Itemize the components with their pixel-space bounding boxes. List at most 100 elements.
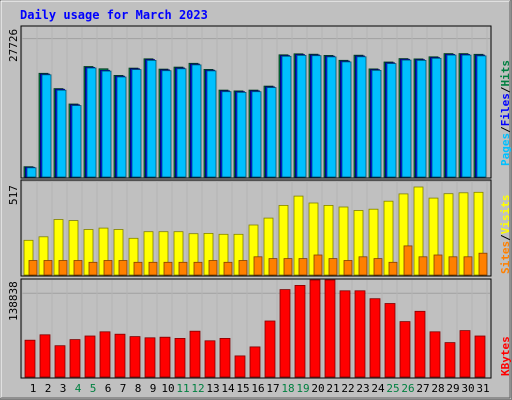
bar-pages-day-15	[236, 92, 247, 178]
bar-kbytes-day-15	[234, 355, 246, 378]
bar-kbytes-day-28	[429, 331, 441, 378]
bar-sites-day-15	[238, 260, 248, 276]
x-tick-label-day-25: 25	[386, 382, 399, 395]
x-tick-label-day-6: 6	[105, 382, 112, 395]
legend-pages: Pages	[499, 133, 512, 166]
bar-sites-day-31	[478, 252, 488, 276]
bar-sites-day-19	[298, 258, 308, 276]
bar-sites-day-28	[433, 254, 443, 276]
bar-visits-day-22	[338, 206, 349, 276]
bar-pages-day-1	[26, 167, 37, 178]
bar-sites-day-13	[208, 260, 218, 276]
bar-kbytes-day-2	[39, 334, 51, 378]
x-tick-label-day-17: 17	[266, 382, 279, 395]
bar-visits-day-25	[383, 200, 394, 276]
bar-visits-day-27	[413, 186, 424, 276]
bar-kbytes-day-9	[144, 337, 156, 378]
bar-kbytes-day-11	[174, 337, 186, 378]
bar-visits-day-16	[248, 224, 259, 276]
bar-sites-day-11	[178, 261, 188, 276]
bar-kbytes-day-3	[54, 345, 66, 378]
bar-kbytes-day-23	[354, 290, 366, 378]
bar-kbytes-day-21	[324, 279, 336, 378]
x-tick-label-day-15: 15	[236, 382, 249, 395]
bar-pages-day-26	[401, 59, 412, 178]
bar-kbytes-day-10	[159, 336, 171, 378]
bar-sites-day-7	[118, 260, 128, 276]
x-tick-label-day-24: 24	[371, 382, 385, 395]
bar-sites-day-10	[163, 261, 173, 276]
x-tick-label-day-10: 10	[161, 382, 174, 395]
bar-pages-day-30	[461, 54, 472, 178]
x-tick-label-day-13: 13	[206, 382, 219, 395]
bar-sites-day-18	[283, 258, 293, 276]
x-tick-label-day-16: 16	[251, 382, 264, 395]
x-tick-label-day-9: 9	[150, 382, 157, 395]
bar-pages-day-25	[386, 63, 397, 178]
bar-sites-day-23	[358, 256, 368, 276]
bar-kbytes-day-7	[114, 333, 126, 378]
bar-visits-day-2	[38, 236, 49, 276]
bar-pages-day-4	[71, 105, 82, 178]
bar-sites-day-1	[28, 260, 38, 276]
bar-pages-day-3	[56, 89, 67, 178]
x-tick-label-day-20: 20	[311, 382, 324, 395]
legend-separator: /	[499, 234, 512, 241]
bar-pages-day-14	[221, 91, 232, 178]
bar-visits-day-10	[158, 231, 169, 276]
bar-pages-day-29	[446, 54, 457, 178]
bar-kbytes-day-25	[384, 303, 396, 378]
bar-visits-day-24	[368, 208, 379, 276]
bar-visits-day-13	[203, 232, 214, 276]
x-tick-label-day-21: 21	[326, 382, 339, 395]
kbytes-ymax-label: 138838	[7, 281, 20, 321]
bar-sites-day-21	[328, 258, 338, 276]
x-axis-day-labels: 1 2 3 4 5 6 7 8 9 10 11 12 13 14 15 16 17 18 19 20 21 22 23 24 2…	[30, 382, 490, 395]
x-tick-label-day-7: 7	[120, 382, 127, 395]
bar-pages-day-24	[371, 70, 382, 178]
bar-sites-day-16	[253, 256, 263, 276]
bar-pages-day-11	[176, 68, 187, 178]
bar-sites-day-27	[418, 256, 428, 276]
bar-visits-day-4	[68, 220, 79, 276]
hits-ymax-label: 27726	[7, 29, 20, 62]
x-tick-label-day-28: 28	[431, 382, 444, 395]
bar-pages-day-6	[101, 70, 112, 178]
bar-sites-day-25	[388, 261, 398, 276]
bar-pages-day-8	[131, 69, 142, 178]
bar-sites-day-3	[58, 260, 68, 276]
legend-sites: Sites	[499, 241, 512, 274]
bar-visits-day-6	[98, 227, 109, 276]
x-tick-label-day-31: 31	[476, 382, 489, 395]
bar-pages-day-18	[281, 55, 292, 178]
bar-visits-day-8	[128, 237, 139, 276]
x-tick-label-day-18: 18	[281, 382, 294, 395]
bar-kbytes-day-18	[279, 289, 291, 378]
bar-visits-day-7	[113, 229, 124, 276]
bar-sites-day-6	[103, 260, 113, 276]
hits-legend: Pages/Files/Hits	[499, 60, 512, 166]
bar-pages-day-20	[311, 55, 322, 178]
bar-kbytes-day-12	[189, 330, 201, 378]
bar-kbytes-day-27	[414, 310, 426, 378]
bar-pages-day-16	[251, 91, 262, 178]
bar-pages-day-7	[116, 76, 127, 178]
bar-pages-day-22	[341, 61, 352, 178]
grid-lines	[21, 27, 490, 377]
bar-sites-day-26	[403, 245, 413, 276]
bar-kbytes-day-17	[264, 320, 276, 378]
bar-kbytes-day-29	[444, 342, 456, 378]
bar-visits-day-29	[443, 193, 454, 276]
bar-kbytes-day-30	[459, 330, 471, 378]
bar-sites-day-22	[343, 260, 353, 276]
x-tick-label-day-5: 5	[90, 382, 97, 395]
bar-pages-day-21	[326, 56, 337, 178]
bar-pages-day-23	[356, 56, 367, 178]
bar-visits-day-28	[428, 197, 439, 276]
bar-kbytes-day-24	[369, 298, 381, 378]
bar-sites-day-5	[88, 261, 98, 276]
x-tick-label-day-1: 1	[30, 382, 37, 395]
bar-kbytes-day-22	[339, 290, 351, 378]
